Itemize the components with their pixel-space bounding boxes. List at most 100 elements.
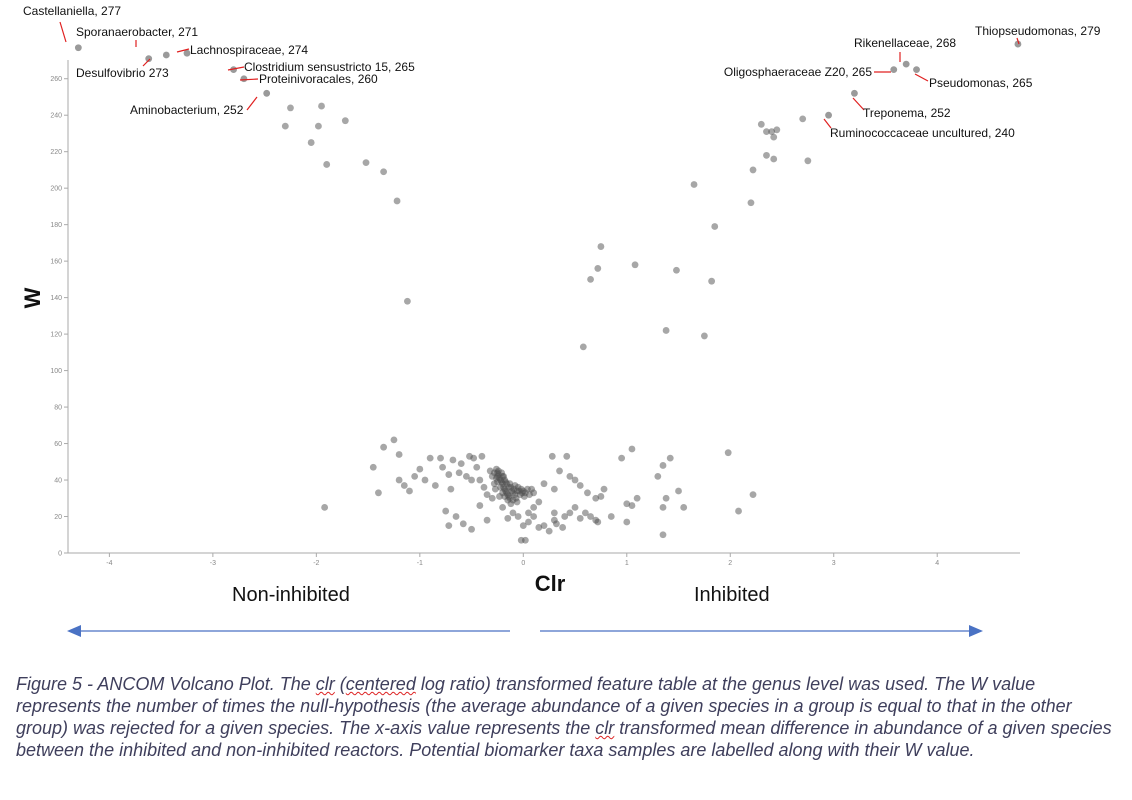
data-point [623, 500, 631, 508]
data-point [369, 463, 377, 471]
data-point [318, 102, 325, 110]
data-point [799, 115, 807, 123]
data-point [571, 503, 579, 511]
data-point [757, 120, 765, 128]
labeled-data-point [74, 44, 82, 52]
data-point [628, 502, 636, 509]
data-point [483, 491, 491, 499]
label-leader-line [852, 97, 865, 111]
caption-part-1: Figure 5 - ANCOM Volcano Plot. The [16, 674, 316, 694]
y-tick-label: 0 [58, 551, 62, 558]
data-point [406, 487, 413, 495]
data-point [497, 483, 504, 491]
labeled-data-point [162, 51, 170, 59]
caption-part-2: ( [334, 674, 346, 694]
data-point [466, 452, 473, 460]
label-leader-line [1016, 37, 1020, 45]
data-points [74, 40, 1022, 544]
data-point [362, 159, 370, 167]
data-point [421, 476, 429, 484]
x-tick-label: -4 [106, 560, 112, 567]
data-point [550, 509, 558, 517]
data-point [556, 467, 563, 475]
data-point [439, 463, 446, 471]
x-axis-title: Clr [535, 571, 566, 596]
data-point [500, 472, 508, 480]
data-point [496, 493, 503, 500]
data-point [431, 482, 439, 489]
x-tick-label: 3 [832, 560, 836, 567]
data-point [530, 513, 538, 520]
data-point [404, 297, 411, 305]
data-point [535, 524, 543, 531]
data-point [395, 451, 403, 458]
data-point [675, 487, 682, 495]
data-point [540, 480, 548, 488]
point-label: Proteinivoracales, 260 [259, 72, 378, 86]
data-point [587, 275, 594, 283]
data-point [459, 520, 467, 528]
data-point [628, 445, 636, 453]
data-point [708, 277, 716, 285]
y-axis-title: W [20, 287, 45, 308]
data-point [473, 463, 481, 471]
data-point [654, 472, 662, 480]
data-point [633, 494, 641, 502]
data-point [426, 454, 434, 462]
data-point [442, 507, 450, 515]
y-tick-label: 120 [50, 332, 62, 339]
data-point [749, 166, 757, 174]
data-point [535, 498, 543, 506]
point-label: Ruminococcaceae uncultured, 240 [830, 126, 1015, 140]
y-tick-label: 200 [50, 186, 62, 193]
data-point [576, 514, 584, 522]
data-point [563, 452, 571, 460]
data-point [380, 443, 388, 451]
data-point [566, 472, 574, 480]
y-tick-label: 140 [50, 295, 62, 302]
data-point [594, 518, 602, 526]
data-point [390, 436, 398, 444]
x-tick-label: 4 [935, 560, 939, 567]
data-point [321, 503, 329, 511]
data-point [491, 485, 499, 493]
data-point [623, 518, 631, 526]
data-point [375, 489, 382, 497]
labeled-data-point [1014, 40, 1022, 48]
data-point [559, 524, 567, 531]
data-point [618, 454, 626, 462]
plot-axes: -4 -3 -2 -1 0 1 2 3 4020406080100120140160180200… [50, 60, 1020, 567]
point-label: Castellaniella, 277 [23, 4, 121, 18]
data-point [323, 161, 331, 168]
label-leader-line [914, 73, 929, 82]
data-point [770, 133, 778, 141]
data-point [493, 474, 500, 482]
data-point [411, 472, 419, 480]
data-point [600, 485, 608, 493]
data-point [509, 509, 517, 517]
non-inhibited-label: Non-inhibited [232, 584, 350, 606]
data-point [480, 483, 488, 491]
caption-part-3: log ratio) transformed feature table at … [16, 674, 1072, 738]
data-point [594, 265, 602, 272]
data-point [315, 122, 322, 130]
data-point [548, 452, 556, 460]
data-point [476, 476, 484, 484]
point-label: Rikenellaceae, 268 [854, 36, 956, 50]
x-tick-label: 2 [728, 560, 732, 567]
caption-clr-1: clr [315, 674, 335, 694]
label-leader-line [823, 118, 832, 129]
label-leader-line [227, 66, 245, 71]
data-point [597, 243, 605, 250]
labeled-data-point [263, 89, 271, 97]
labeled-data-point [890, 66, 898, 74]
caption-centered: centered [345, 674, 416, 694]
y-tick-label: 220 [50, 149, 62, 156]
data-point [519, 522, 527, 530]
data-point [662, 327, 670, 334]
y-tick-label: 180 [50, 222, 62, 229]
data-point [476, 502, 484, 509]
data-point [445, 471, 453, 478]
labeled-data-point [240, 75, 248, 83]
labeled-data-point [913, 66, 920, 74]
